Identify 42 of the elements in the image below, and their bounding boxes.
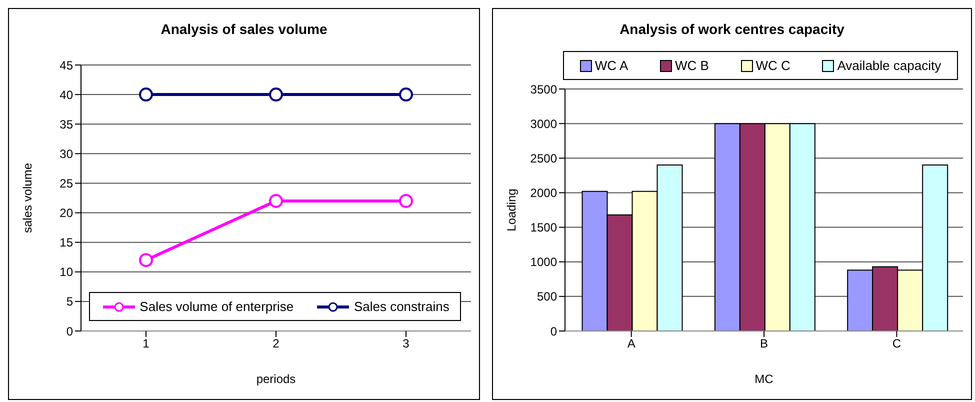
y-tick-label: 2500 [530,151,558,166]
legend-label: Sales constrains [354,299,450,314]
y-tick-label: 5 [66,294,74,309]
y-tick-label: 15 [60,236,74,250]
point [139,253,153,268]
x-tick-label: C [892,336,902,351]
y-tick-label: 10 [60,265,74,280]
legend-label: Available capacity [837,58,942,73]
legend-label: WC C [756,58,790,73]
y-tick-label: 35 [60,117,74,132]
chart-title: Analysis of work centres capacity [618,20,846,39]
legend-label: WC B [674,58,709,73]
y-tick-label: 3000 [530,116,558,131]
point [399,194,413,208]
legend-label: Sales volume of enterprise [140,299,294,314]
y-tick-label: 0 [66,324,74,338]
legend-label: WC A [594,58,628,73]
chart-title: Analysis of sales volume [160,20,328,39]
y-axis-title: sales volume [20,162,34,234]
y-tick-label: 500 [536,290,558,304]
point [269,88,283,102]
y-axis-title: Loading [504,188,518,232]
y-tick-label: 3500 [530,82,558,96]
y-tick-label: 25 [60,176,74,190]
x-axis-title: periods [256,372,296,386]
x-tick-label: 2 [272,336,280,351]
x-tick-label: 1 [142,336,150,351]
y-tick-label: 20 [60,206,74,220]
y-tick-label: 45 [60,58,74,72]
point [269,194,283,208]
y-tick-label: 0 [550,324,558,338]
x-tick-label: 3 [402,336,410,351]
x-tick-label: A [627,336,636,351]
y-tick-label: 1500 [530,220,558,235]
y-tick-label: 40 [60,88,74,102]
y-tick-label: 2000 [530,186,558,200]
x-axis-title: MC [754,372,774,386]
y-tick-label: 30 [60,146,74,161]
x-tick-label: B [760,336,768,351]
point [399,88,413,102]
point [139,88,153,102]
y-tick-label: 1000 [530,255,558,270]
